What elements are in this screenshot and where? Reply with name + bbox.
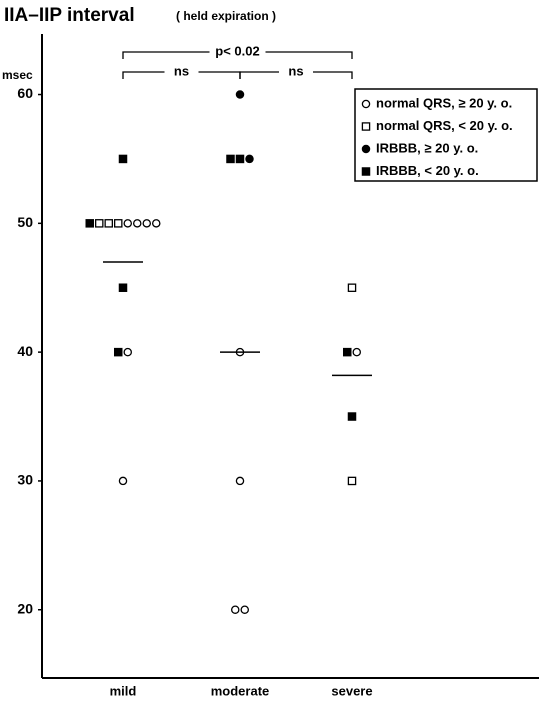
data-point bbox=[235, 154, 245, 164]
data-point bbox=[95, 219, 104, 228]
legend-marker bbox=[361, 99, 371, 109]
data-point bbox=[118, 154, 128, 164]
y-tick-label: 40 bbox=[17, 343, 33, 359]
legend-box bbox=[354, 88, 538, 182]
significance-label: ns bbox=[174, 63, 189, 78]
legend-label: normal QRS, < 20 y. o. bbox=[376, 118, 513, 133]
y-tick-label: 20 bbox=[17, 600, 33, 616]
data-point bbox=[114, 219, 123, 228]
data-point bbox=[230, 605, 240, 614]
data-point bbox=[245, 154, 254, 164]
data-point bbox=[151, 219, 161, 228]
significance-label: p< 0.02 bbox=[215, 43, 259, 58]
data-point bbox=[235, 476, 245, 486]
x-tick-label: mild bbox=[110, 683, 137, 698]
data-point bbox=[123, 219, 133, 228]
legend-label: IRBBB, < 20 y. o. bbox=[376, 163, 479, 178]
data-point bbox=[226, 154, 235, 164]
data-point bbox=[235, 90, 245, 99]
data-point bbox=[85, 219, 95, 228]
data-point bbox=[118, 476, 128, 486]
data-point bbox=[240, 605, 249, 614]
x-tick-label: severe bbox=[331, 683, 372, 698]
data-point bbox=[114, 347, 123, 357]
data-point bbox=[132, 219, 142, 228]
data-point bbox=[347, 283, 357, 292]
data-point bbox=[342, 347, 352, 357]
data-point bbox=[142, 219, 151, 228]
chart-title: IIA–IIP interval bbox=[4, 5, 135, 26]
significance-label: ns bbox=[288, 63, 303, 78]
legend-marker bbox=[361, 122, 371, 131]
y-axis-label: msec bbox=[2, 68, 33, 82]
data-point bbox=[347, 476, 357, 486]
y-tick-label: 60 bbox=[17, 85, 33, 101]
data-point bbox=[118, 283, 128, 292]
legend-marker bbox=[361, 167, 371, 176]
chart-subtitle: ( held expiration ) bbox=[176, 9, 276, 23]
legend-marker bbox=[361, 144, 371, 154]
data-point bbox=[352, 347, 361, 357]
legend-label: IRBBB, ≥ 20 y. o. bbox=[376, 140, 478, 155]
significance-bracket bbox=[122, 51, 353, 59]
data-point bbox=[347, 412, 357, 421]
y-tick-label: 30 bbox=[17, 472, 33, 488]
data-point bbox=[104, 219, 114, 228]
y-tick-label: 50 bbox=[17, 214, 33, 230]
legend-label: normal QRS, ≥ 20 y. o. bbox=[376, 95, 512, 110]
significance-bracket bbox=[239, 71, 353, 79]
data-point bbox=[123, 347, 133, 357]
x-tick-label: moderate bbox=[211, 683, 270, 698]
